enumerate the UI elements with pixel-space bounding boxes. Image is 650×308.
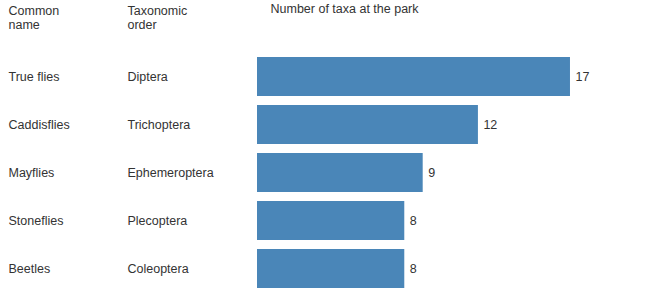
svg-text:Stoneflies: Stoneflies: [9, 214, 64, 228]
svg-text:8: 8: [410, 214, 417, 228]
svg-text:Trichoptera: Trichoptera: [128, 118, 191, 132]
svg-text:12: 12: [483, 118, 497, 132]
svg-text:Coleoptera: Coleoptera: [128, 262, 189, 276]
svg-text:Taxonomicorder: Taxonomicorder: [128, 4, 188, 32]
svg-text:Beetles: Beetles: [9, 262, 51, 276]
svg-text:9: 9: [428, 166, 435, 180]
svg-text:Commonname: Commonname: [9, 4, 60, 32]
svg-text:Plecoptera: Plecoptera: [128, 214, 188, 228]
svg-text:17: 17: [575, 70, 589, 84]
svg-text:Diptera: Diptera: [128, 70, 168, 84]
svg-text:Mayflies: Mayflies: [9, 166, 55, 180]
svg-text:Ephemeroptera: Ephemeroptera: [128, 166, 214, 180]
svg-text:8: 8: [410, 262, 417, 276]
svg-text:Caddisflies: Caddisflies: [9, 118, 70, 132]
svg-text:Number of taxa at the park: Number of taxa at the park: [271, 2, 420, 16]
svg-text:True flies: True flies: [9, 70, 60, 84]
